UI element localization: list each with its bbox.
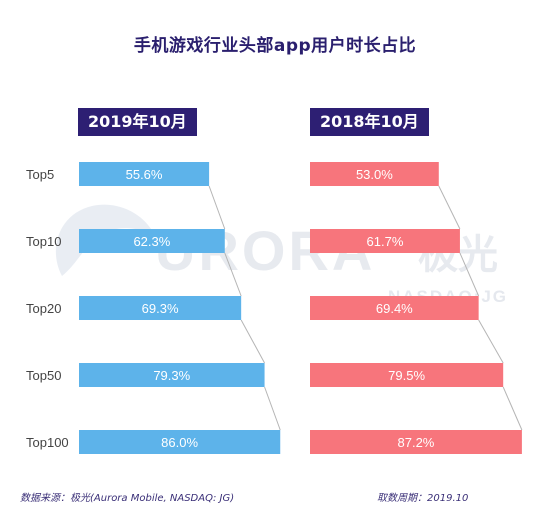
category-label: Top5 xyxy=(26,167,54,182)
right-period-tag: 2018年10月 xyxy=(310,108,429,136)
funnel-guide-lines xyxy=(208,185,523,431)
right-bar-top100 xyxy=(310,430,522,454)
aurora-logo-icon xyxy=(55,204,156,276)
left-funnel-line xyxy=(224,252,242,297)
right-bar-top5 xyxy=(310,162,439,186)
right-funnel-line xyxy=(438,185,461,230)
category-label: Top100 xyxy=(26,435,69,450)
left-bar-top5 xyxy=(79,162,210,186)
right-funnel-line xyxy=(478,319,504,364)
right-value-label: 87.2% xyxy=(398,435,435,450)
right-value-label: 69.4% xyxy=(376,301,413,316)
left-period-tag: 2019年10月 xyxy=(78,108,197,136)
left-funnel-line xyxy=(208,185,226,230)
left-bar-top100 xyxy=(79,430,281,454)
left-value-label: 79.3% xyxy=(153,368,190,383)
left-bar-top50 xyxy=(79,363,265,387)
category-label: Top20 xyxy=(26,301,61,316)
right-bar-top10 xyxy=(310,229,460,253)
left-value-label: 69.3% xyxy=(142,301,179,316)
right-value-label: 79.5% xyxy=(388,368,425,383)
right-bar-top20 xyxy=(310,296,479,320)
right-value-label: 61.7% xyxy=(367,234,404,249)
left-value-label: 55.6% xyxy=(126,167,163,182)
page-title: 手机游戏行业头部app用户时长占比 xyxy=(133,36,417,56)
left-bar-top10 xyxy=(79,229,225,253)
right-funnel-line xyxy=(502,386,523,431)
right-funnel-line xyxy=(459,252,480,297)
category-label: Top10 xyxy=(26,234,61,249)
left-funnel-line xyxy=(240,319,266,364)
left-value-label: 62.3% xyxy=(133,234,170,249)
left-bar-top20 xyxy=(79,296,242,320)
bars-layer: 55.6% Top5 62.3% Top10 69.3% Top20 79.3% Top50 8… xyxy=(26,162,522,454)
data-source: 数据来源：极光(Aurora Mobile, NASDAQ: JG) xyxy=(20,493,235,504)
watermark: URORA 极光 NASDAQ:JG xyxy=(55,204,506,306)
right-value-label: 53.0% xyxy=(356,167,393,182)
left-funnel-line xyxy=(264,386,281,431)
right-bar-top50 xyxy=(310,363,504,387)
data-period: 取数周期：2019.10 xyxy=(377,493,469,504)
category-label: Top50 xyxy=(26,368,61,383)
left-value-label: 86.0% xyxy=(161,435,198,450)
